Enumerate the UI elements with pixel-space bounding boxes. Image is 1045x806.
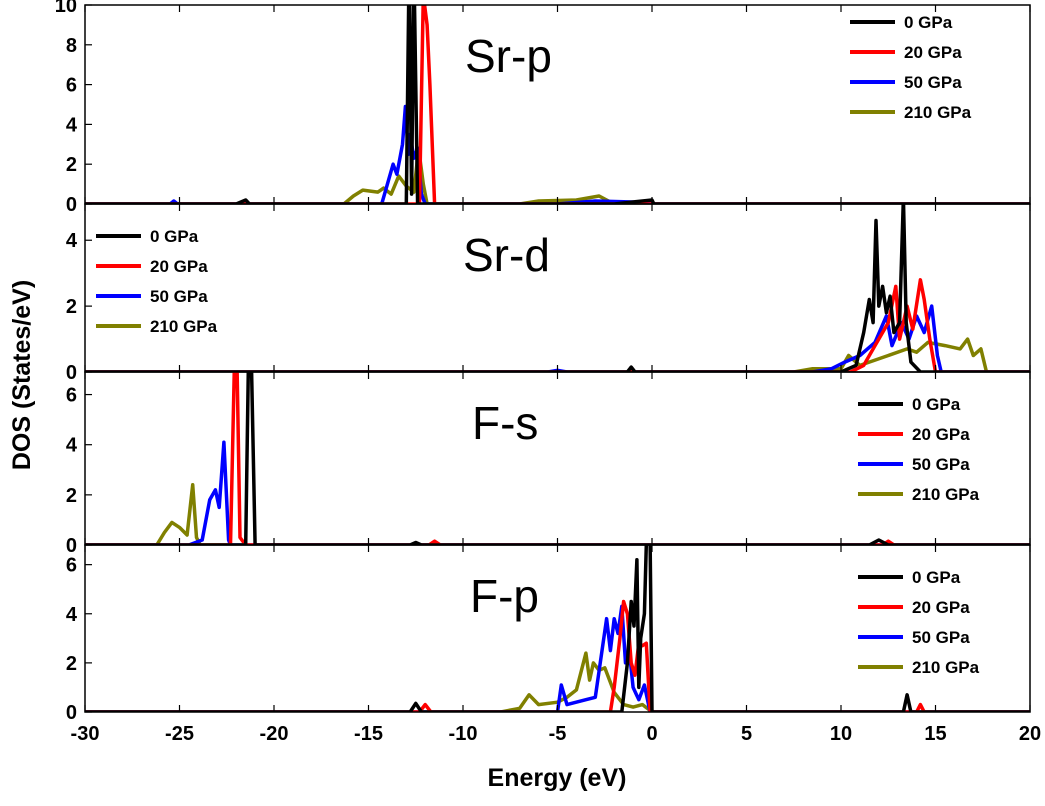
y-tick-label: 4 bbox=[66, 435, 78, 457]
y-tick-label: 0 bbox=[66, 362, 77, 384]
y-tick-label: 2 bbox=[66, 653, 77, 675]
series-line-210-gpa bbox=[85, 146, 1030, 204]
legend-label: 0 GPa bbox=[912, 568, 961, 587]
series-line-210-gpa bbox=[85, 651, 1030, 712]
panel-frame bbox=[84, 544, 1031, 713]
legend-label: 20 GPa bbox=[912, 425, 970, 444]
x-tick-label: 10 bbox=[830, 723, 852, 745]
y-tick-label: 10 bbox=[55, 0, 77, 17]
panel-label: Sr-d bbox=[463, 229, 550, 281]
x-axis-title: Energy (eV) bbox=[488, 764, 627, 792]
series-lines bbox=[85, 5, 1030, 204]
legend-label: 210 GPa bbox=[150, 317, 218, 336]
legend-label: 50 GPa bbox=[912, 455, 970, 474]
y-tick-label: 4 bbox=[66, 604, 78, 626]
legend-label: 210 GPa bbox=[904, 103, 972, 122]
series-line-0-gpa bbox=[85, 545, 1030, 712]
series-line-20-gpa bbox=[85, 372, 1030, 545]
y-tick-label: 6 bbox=[66, 75, 77, 97]
series-line-50-gpa bbox=[85, 104, 1030, 204]
series-line-20-gpa bbox=[85, 599, 1030, 712]
series-line-50-gpa bbox=[85, 604, 1030, 712]
series-line-50-gpa bbox=[85, 304, 1030, 372]
panel-label: F-s bbox=[472, 397, 538, 449]
x-tick-label: 5 bbox=[741, 723, 752, 745]
series-lines bbox=[85, 204, 1030, 372]
y-tick-label: 0 bbox=[66, 702, 77, 724]
y-tick-label: 8 bbox=[66, 35, 77, 57]
y-tick-label: 0 bbox=[66, 535, 77, 557]
legend: 0 GPa 20 GPa 50 GPa 210 GPa bbox=[858, 395, 980, 504]
legend-label: 50 GPa bbox=[904, 73, 962, 92]
y-tick-label: 2 bbox=[66, 154, 77, 176]
x-tick-label: -25 bbox=[165, 723, 194, 745]
y-tick-label: 2 bbox=[66, 296, 77, 318]
panel-sr-d: 0 2 4 Sr-d 0 GPa 20 GPa 50 GPa 210 GPa bbox=[66, 203, 1031, 384]
legend-label: 0 GPa bbox=[150, 227, 199, 246]
y-tick-label: 6 bbox=[66, 555, 77, 577]
series-lines bbox=[85, 545, 1030, 712]
y-axis-title: DOS (States/eV) bbox=[8, 280, 36, 470]
legend-label: 50 GPa bbox=[150, 287, 208, 306]
x-tick-label: -5 bbox=[549, 723, 567, 745]
x-tick-label: -20 bbox=[260, 723, 289, 745]
y-tick-label: 2 bbox=[66, 485, 77, 507]
series-lines bbox=[85, 372, 1030, 545]
x-tick-label: 15 bbox=[924, 723, 946, 745]
legend-label: 210 GPa bbox=[912, 658, 980, 677]
panel-label: Sr-p bbox=[465, 30, 552, 82]
series-line-0-gpa bbox=[85, 204, 1030, 372]
series-line-20-gpa bbox=[85, 278, 1030, 372]
series-line-20-gpa bbox=[85, 5, 1030, 204]
x-tick-label: -10 bbox=[449, 723, 478, 745]
legend: 0 GPa 20 GPa 50 GPa 210 GPa bbox=[858, 568, 980, 677]
panel-label: F-p bbox=[470, 570, 539, 622]
legend-label: 20 GPa bbox=[150, 257, 208, 276]
legend: 0 GPa 20 GPa 50 GPa 210 GPa bbox=[96, 227, 218, 336]
legend: 0 GPa 20 GPa 50 GPa 210 GPa bbox=[850, 13, 972, 122]
y-tick-label: 4 bbox=[66, 114, 78, 136]
legend-label: 0 GPa bbox=[904, 13, 953, 32]
legend-label: 20 GPa bbox=[912, 598, 970, 617]
x-tick-label: 20 bbox=[1019, 723, 1041, 745]
legend-label: 210 GPa bbox=[912, 485, 980, 504]
panel-frame bbox=[84, 203, 1031, 373]
y-tick-label: 6 bbox=[66, 385, 77, 407]
legend-label: 50 GPa bbox=[912, 628, 970, 647]
panel-sr-p: 0 2 4 6 8 10 Sr-p 0 GPa 20 GPa 50 GPa 210 GPa bbox=[55, 0, 1031, 216]
y-tick-label: 0 bbox=[66, 194, 77, 216]
legend-label: 0 GPa bbox=[912, 395, 961, 414]
x-tick-label: -30 bbox=[71, 723, 100, 745]
x-tick-label: 0 bbox=[646, 723, 657, 745]
panel-f-p: 0 2 4 6 F-p 0 GPa 20 GPa 50 GPa 210 GPa bbox=[66, 544, 1031, 724]
series-line-0-gpa bbox=[85, 5, 1030, 204]
x-tick-label: -15 bbox=[354, 723, 383, 745]
panel-f-s: 0 2 4 6 F-s 0 GPa 20 GPa 50 GPa 210 GPa bbox=[66, 371, 1031, 557]
x-axis-ticks: -30 -25 -20 -15 -10 -5 0 5 10 15 20 bbox=[71, 723, 1042, 745]
legend-label: 20 GPa bbox=[904, 43, 962, 62]
y-tick-label: 4 bbox=[66, 230, 78, 252]
series-line-0-gpa bbox=[85, 372, 1030, 545]
panel-frame bbox=[84, 4, 1031, 205]
